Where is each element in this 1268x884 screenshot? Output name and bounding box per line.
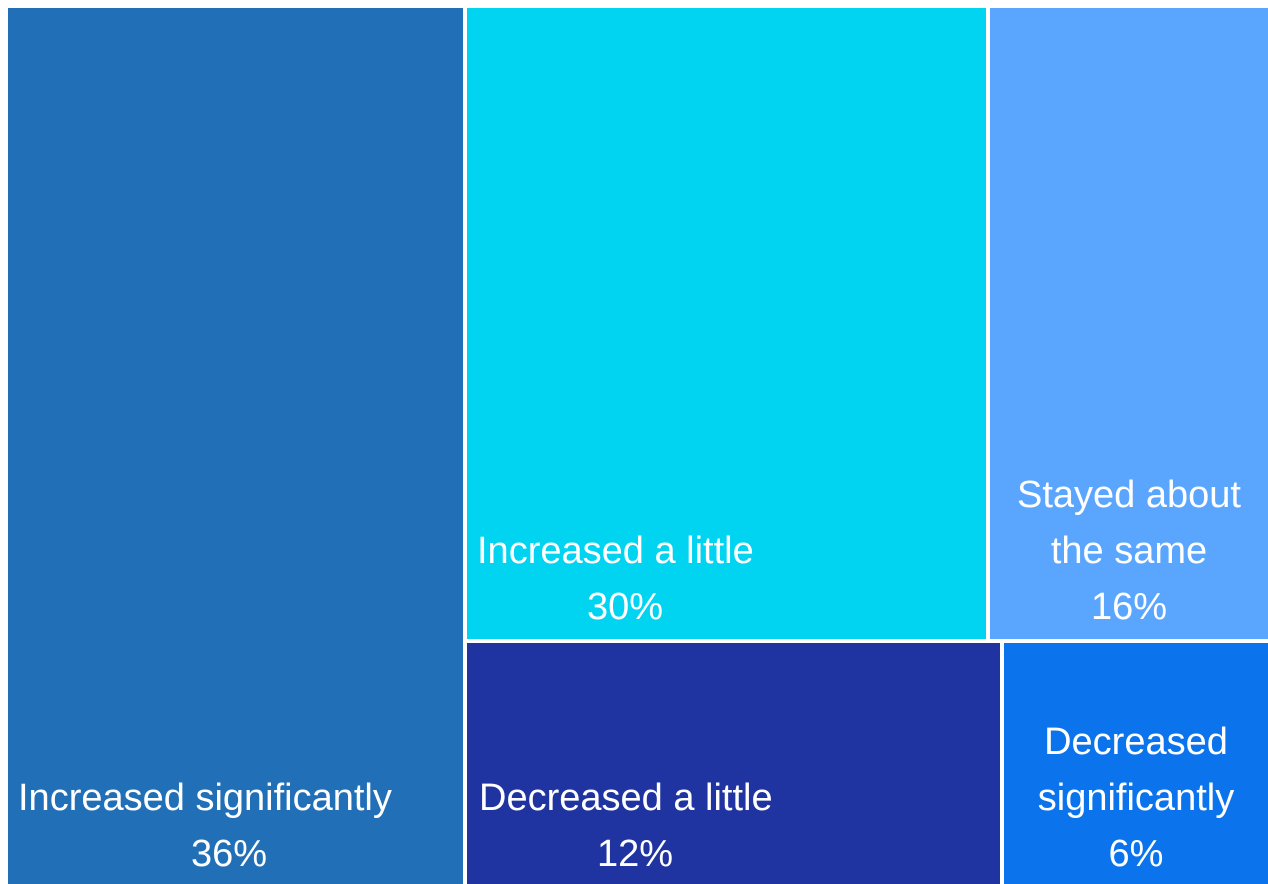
tile-decreased-significantly: Decreased significantly 6% (1004, 643, 1268, 884)
tile-label: Increased a little 30% (477, 523, 978, 635)
tile-label: Decreased a little 12% (479, 770, 992, 882)
tile-label: Decreased significantly 6% (1004, 714, 1268, 882)
tile-category-label: Decreased a little (479, 777, 773, 819)
tile-category-label-line1: Decreased (1044, 721, 1228, 763)
tile-value-label: 36% (191, 833, 268, 875)
tile-value-label: 16% (1090, 586, 1168, 628)
tile-increased-a-little: Increased a little 30% (467, 8, 986, 639)
tile-label: Stayed about the same 16% (990, 467, 1268, 635)
tile-label: Increased significantly 36% (16, 770, 455, 882)
tile-category-label-line2: significantly (1037, 777, 1235, 819)
tile-category-label: Increased significantly (18, 777, 392, 819)
tile-value-label: 12% (597, 833, 674, 875)
tile-category-label: Increased a little (477, 530, 754, 572)
tile-category-label-line1: Stayed about (1017, 474, 1241, 516)
tile-category-label-line2: the same (1050, 530, 1208, 572)
tile-increased-significantly: Increased significantly 36% (8, 8, 463, 884)
tile-stayed-about-the-same: Stayed about the same 16% (990, 8, 1268, 639)
tile-value-label: 6% (1108, 833, 1164, 875)
tile-decreased-a-little: Decreased a little 12% (467, 643, 1000, 884)
tile-value-label: 30% (587, 586, 664, 628)
